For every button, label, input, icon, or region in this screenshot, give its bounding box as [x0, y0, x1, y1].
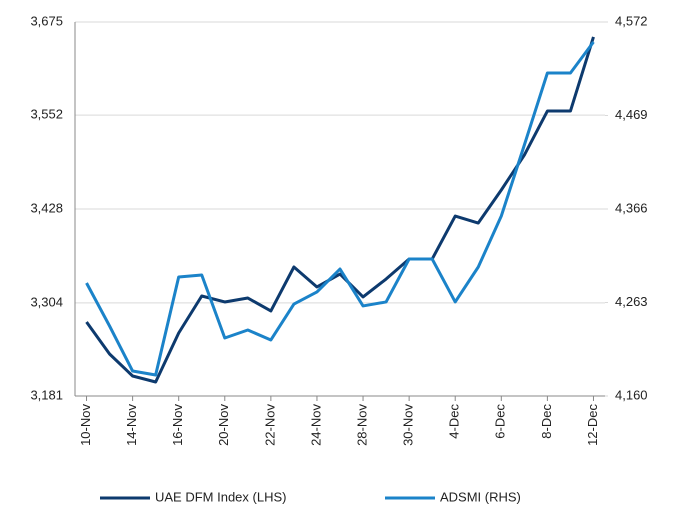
y-tick-label: 3,552 — [30, 107, 63, 122]
x-tick-label: 10-Nov — [78, 404, 93, 446]
x-tick-label: 14-Nov — [124, 404, 139, 446]
y2-tick-label: 4,366 — [615, 200, 648, 215]
y2-tick-label: 4,572 — [615, 13, 648, 28]
x-tick-label: 22-Nov — [262, 404, 277, 446]
x-tick-label: 12-Dec — [585, 404, 600, 446]
x-tick-label: 8-Dec — [539, 404, 554, 439]
y-tick-label: 3,304 — [30, 294, 63, 309]
x-tick-label: 30-Nov — [401, 404, 416, 446]
x-tick-label: 28-Nov — [354, 404, 369, 446]
series-line — [85, 41, 595, 377]
y2-tick-label: 4,160 — [615, 387, 648, 402]
x-tick-label: 4-Dec — [447, 404, 462, 439]
x-tick-label: 6-Dec — [493, 404, 508, 439]
legend-label: UAE DFM Index (LHS) — [155, 489, 286, 504]
legend-label: ADSMI (RHS) — [440, 489, 521, 504]
y2-tick-label: 4,469 — [615, 107, 648, 122]
x-tick-label: 20-Nov — [216, 404, 231, 446]
series-line — [85, 36, 595, 384]
y-tick-label: 3,675 — [30, 13, 63, 28]
x-tick-label: 16-Nov — [170, 404, 185, 446]
x-tick-label: 24-Nov — [308, 404, 323, 446]
y2-tick-label: 4,263 — [615, 294, 648, 309]
y-tick-label: 3,428 — [30, 200, 63, 215]
y-tick-label: 3,181 — [30, 387, 63, 402]
